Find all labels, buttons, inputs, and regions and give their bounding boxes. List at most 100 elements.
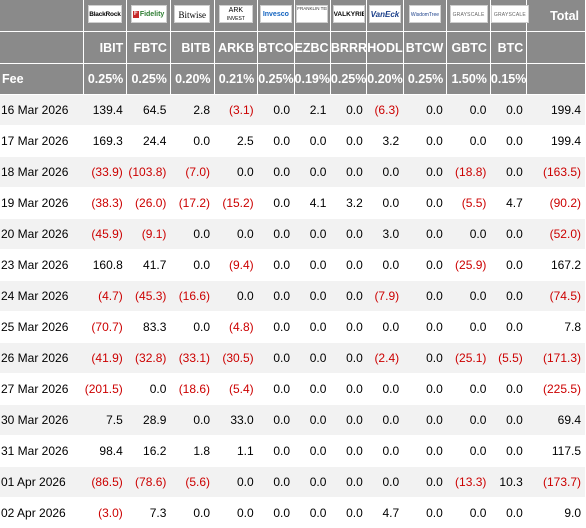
flow-cell-hodl: (6.3): [367, 95, 403, 126]
flow-cell-btco: 0.0: [258, 467, 294, 498]
flow-cell-bitb: 2.8: [170, 95, 214, 126]
flow-cell-ibit: 160.8: [83, 250, 127, 281]
flow-cell-ibit: 7.5: [83, 405, 127, 436]
flow-cell-btcw: 0.0: [403, 374, 447, 405]
ticker-btco: BTCO: [258, 32, 294, 64]
flow-cell-fbtc: 16.2: [127, 436, 171, 467]
flow-cell-brrr: 0.0: [330, 281, 366, 312]
flow-cell-brrr: 0.0: [330, 157, 366, 188]
flow-cell-btcw: 0.0: [403, 126, 447, 157]
flow-cell-btco: 0.0: [258, 188, 294, 219]
flow-cell-btco: 0.0: [258, 281, 294, 312]
flow-cell-ezbc: 0.0: [294, 312, 330, 343]
row-date: 20 Mar 2026: [0, 219, 83, 250]
flow-cell-btco: 0.0: [258, 126, 294, 157]
flow-cell-fbtc: 7.3: [127, 498, 171, 528]
flow-cell-ibit: (38.3): [83, 188, 127, 219]
row-total: 167.2: [527, 250, 585, 281]
flow-cell-gbtc: 0.0: [447, 436, 491, 467]
flow-cell-arkb: 1.1: [214, 436, 258, 467]
flow-cell-arkb: 0.0: [214, 498, 258, 528]
flow-cell-btcw: 0.0: [403, 467, 447, 498]
flow-cell-ezbc: 0.0: [294, 498, 330, 528]
flow-cell-bitb: 0.0: [170, 498, 214, 528]
flow-cell-btc: (5.5): [490, 343, 526, 374]
flow-cell-btco: 0.0: [258, 157, 294, 188]
flow-cell-ibit: 139.4: [83, 95, 127, 126]
flow-cell-btcw: 0.0: [403, 188, 447, 219]
flow-cell-btc: 10.3: [490, 467, 526, 498]
row-total: (163.5): [527, 157, 585, 188]
row-date: 27 Mar 2026: [0, 374, 83, 405]
flow-cell-brrr: 3.2: [330, 188, 366, 219]
fee-row-total-blank: [527, 64, 585, 95]
fee-gbtc: 1.50%: [447, 64, 491, 95]
row-date: 19 Mar 2026: [0, 188, 83, 219]
flow-cell-fbtc: (32.8): [127, 343, 171, 374]
flow-cell-hodl: 0.0: [367, 405, 403, 436]
flow-cell-btcw: 0.0: [403, 405, 447, 436]
flow-cell-ezbc: 0.0: [294, 126, 330, 157]
flow-cell-brrr: 0.0: [330, 219, 366, 250]
flow-cell-brrr: 0.0: [330, 126, 366, 157]
flow-cell-arkb: 33.0: [214, 405, 258, 436]
flow-cell-hodl: 0.0: [367, 157, 403, 188]
flow-cell-ibit: 98.4: [83, 436, 127, 467]
flow-cell-btc: 0.0: [490, 374, 526, 405]
row-total: 117.5: [527, 436, 585, 467]
flow-cell-gbtc: 0.0: [447, 95, 491, 126]
flow-cell-btcw: 0.0: [403, 281, 447, 312]
flow-cell-ibit: (33.9): [83, 157, 127, 188]
row-date: 18 Mar 2026: [0, 157, 83, 188]
flow-cell-arkb: 2.5: [214, 126, 258, 157]
flow-cell-arkb: 0.0: [214, 219, 258, 250]
flow-cell-bitb: (16.6): [170, 281, 214, 312]
row-total: 69.4: [527, 405, 585, 436]
flow-cell-bitb: 0.0: [170, 405, 214, 436]
flow-cell-btcw: 0.0: [403, 498, 447, 528]
flow-cell-brrr: 0.0: [330, 436, 366, 467]
flow-cell-btcw: 0.0: [403, 250, 447, 281]
ark-logo-name: ARK: [229, 7, 243, 14]
flow-cell-gbtc: (5.5): [447, 188, 491, 219]
flow-cell-btco: 0.0: [258, 250, 294, 281]
flow-cell-btco: 0.0: [258, 95, 294, 126]
flow-cell-ibit: (45.9): [83, 219, 127, 250]
flow-cell-bitb: 0.0: [170, 219, 214, 250]
flow-cell-ibit: (86.5): [83, 467, 127, 498]
row-total: 199.4: [527, 95, 585, 126]
flow-cell-arkb: (5.4): [214, 374, 258, 405]
ticker-bitb: BITB: [170, 32, 214, 64]
flow-cell-ezbc: 0.0: [294, 219, 330, 250]
flow-cell-gbtc: 0.0: [447, 498, 491, 528]
flow-cell-brrr: 0.0: [330, 95, 366, 126]
flow-cell-hodl: 0.0: [367, 436, 403, 467]
flow-cell-hodl: 0.0: [367, 374, 403, 405]
flow-cell-gbtc: 0.0: [447, 126, 491, 157]
flow-cell-hodl: (2.4): [367, 343, 403, 374]
fee-ibit: 0.25%: [83, 64, 127, 95]
ticker-ezbc: EZBC: [294, 32, 330, 64]
flow-cell-arkb: (15.2): [214, 188, 258, 219]
flow-cell-fbtc: 0.0: [127, 374, 171, 405]
fee-bitb: 0.20%: [170, 64, 214, 95]
valkyrie-logo: VALKYRIE: [333, 5, 365, 23]
ticker-gbtc: GBTC: [447, 32, 491, 64]
flow-cell-arkb: (4.8): [214, 312, 258, 343]
flow-cell-bitb: 0.0: [170, 250, 214, 281]
flow-cell-bitb: (33.1): [170, 343, 214, 374]
fee-brrr: 0.25%: [330, 64, 366, 95]
total-column-header: Total: [527, 0, 585, 32]
flow-cell-hodl: 3.0: [367, 219, 403, 250]
flow-cell-gbtc: (18.8): [447, 157, 491, 188]
row-total: (90.2): [527, 188, 585, 219]
